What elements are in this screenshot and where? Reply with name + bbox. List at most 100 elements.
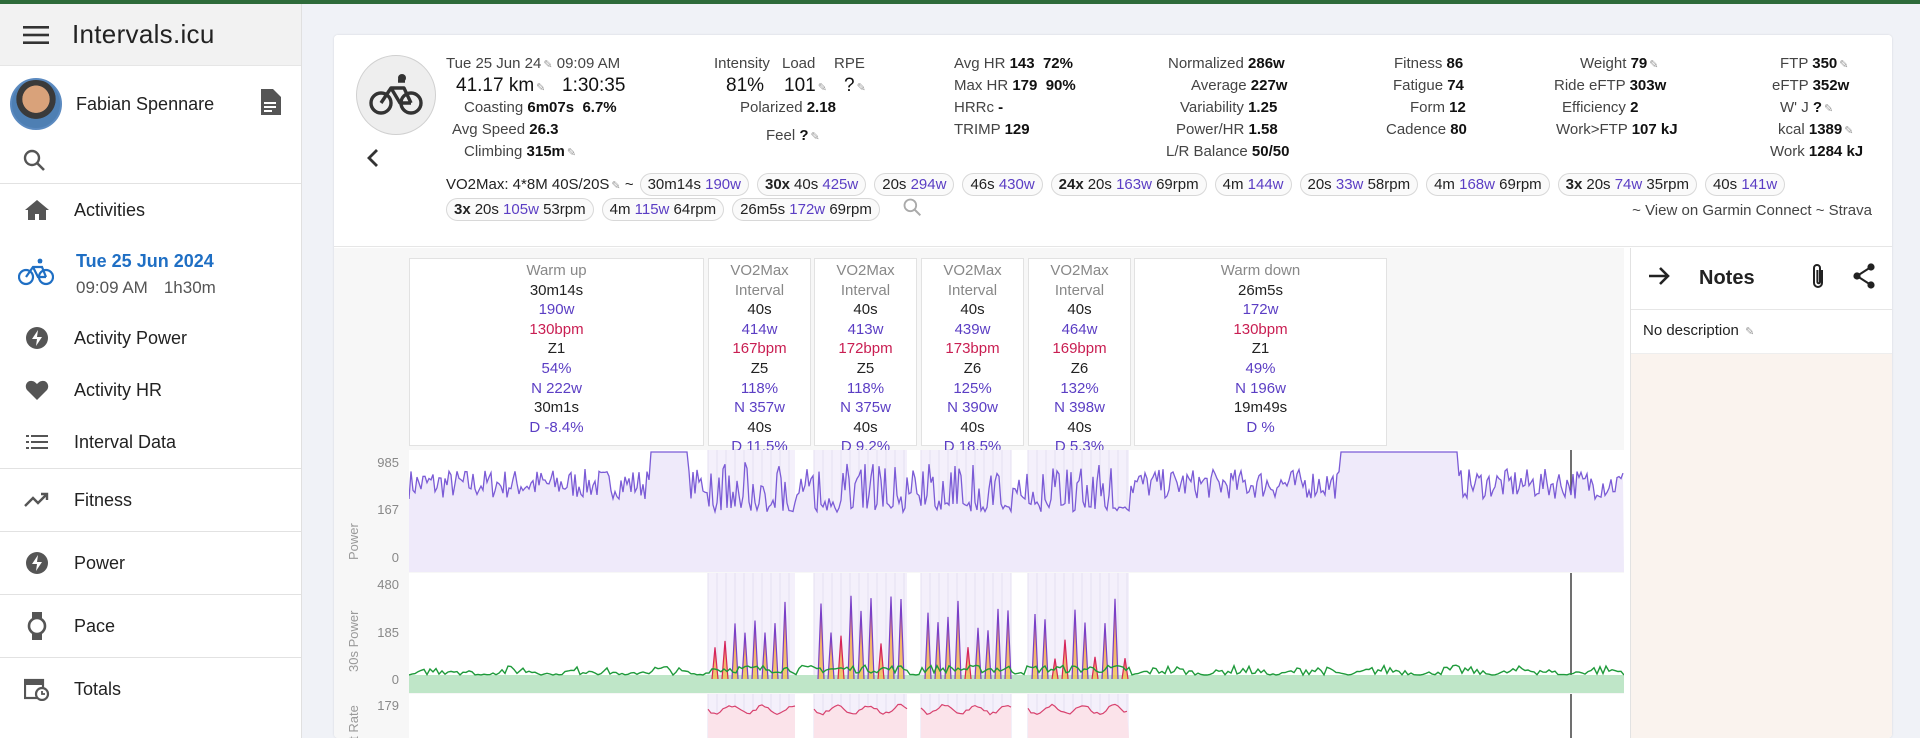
sidebar-item-totals[interactable]: Totals bbox=[0, 658, 301, 720]
sidebar-item-label: Activity Power bbox=[74, 327, 188, 348]
rpe-value[interactable]: ? ✎ bbox=[844, 75, 866, 97]
workout-step-chip[interactable]: 4m 168w 69rpm bbox=[1426, 173, 1550, 196]
interval-normalized-power: N 196w bbox=[1235, 379, 1286, 397]
workout-step-chip[interactable]: 24x 20s 163w 69rpm bbox=[1050, 173, 1207, 196]
pencil-icon[interactable]: ✎ bbox=[856, 82, 866, 94]
interval-chart-area: Warm up 30m14s 190w 130bpm Z1 54% N 222w 30m1s D… bbox=[334, 248, 1624, 738]
avatar[interactable] bbox=[10, 78, 62, 130]
workout-step-chip[interactable]: 4m 115w 64rpm bbox=[601, 197, 725, 221]
workout-step-chip[interactable]: 30x 40s 425w bbox=[756, 173, 867, 196]
pencil-icon[interactable]: ✎ bbox=[1844, 125, 1854, 137]
form-stat: Form 12 bbox=[1410, 99, 1466, 116]
sidebar-item-power[interactable]: Power bbox=[0, 532, 301, 594]
kcal-stat[interactable]: kcal 1389 ✎ bbox=[1778, 121, 1853, 138]
sidebar-item-activity-hr[interactable]: Activity HR bbox=[0, 364, 301, 416]
sidebar-item-label: Power bbox=[74, 552, 126, 573]
interval-box[interactable]: VO2Max Interval 40s 414w 167bpm Z5 118% N 357w… bbox=[708, 258, 811, 455]
workout-step-chip[interactable]: 20s 294w bbox=[874, 173, 955, 196]
workout-step-chip[interactable]: 46s 430w bbox=[962, 173, 1043, 196]
pencil-icon[interactable]: ✎ bbox=[1745, 326, 1755, 338]
app-title[interactable]: Intervals.icu bbox=[72, 19, 215, 49]
stat-label: Normalized bbox=[1168, 55, 1244, 72]
stat-value: 26.3 bbox=[529, 121, 559, 138]
user-name[interactable]: Fabian Spennare bbox=[76, 93, 215, 114]
sidebar-item-activity-power[interactable]: Activity Power bbox=[0, 312, 301, 364]
stat-value: 6m07s bbox=[527, 99, 575, 116]
stat-label: Form bbox=[1410, 99, 1445, 116]
interval-box[interactable]: VO2Max Interval 40s 413w 172bpm Z5 118% N 375w… bbox=[814, 258, 917, 455]
rpe-label: RPE bbox=[834, 55, 865, 72]
stat-label: Max HR bbox=[954, 77, 1009, 94]
sidebar-item-fitness[interactable]: Fitness bbox=[0, 469, 301, 531]
pencil-icon[interactable]: ✎ bbox=[536, 82, 546, 94]
step-cadence: 69rpm bbox=[1156, 176, 1199, 193]
workout-step-chip[interactable]: 26m5s 172w 69rpm bbox=[732, 197, 880, 221]
activity-date: Tue 25 Jun 24 bbox=[446, 55, 542, 72]
search-icon[interactable] bbox=[902, 197, 922, 221]
pencil-icon[interactable]: ✎ bbox=[566, 147, 577, 159]
pencil-icon[interactable]: ✎ bbox=[611, 180, 621, 192]
wprime-stat[interactable]: W' J ? ✎ bbox=[1780, 99, 1833, 116]
interval-percent-ftp: 118% bbox=[846, 379, 885, 397]
interval-normalized-power: N 398w bbox=[1054, 399, 1105, 417]
30s-power-chart[interactable] bbox=[409, 573, 1624, 693]
divider bbox=[0, 531, 301, 532]
search-row[interactable] bbox=[0, 142, 301, 184]
sidebar-item-current-activity[interactable]: Tue 25 Jun 2024 09:09 AM 1h30m bbox=[0, 236, 301, 312]
interval-percent-ftp: 49% bbox=[1245, 359, 1276, 377]
pencil-icon[interactable]: ✎ bbox=[810, 131, 820, 143]
search-icon[interactable] bbox=[22, 148, 46, 177]
interval-duration: 40s bbox=[960, 301, 985, 319]
stat-label: kcal bbox=[1778, 121, 1805, 138]
interval-box[interactable]: Warm down 26m5s 172w 130bpm Z1 49% N 196w 19m49… bbox=[1134, 258, 1387, 446]
interval-box[interactable]: VO2Max Interval 40s 464w 169bpm Z6 132% N 398w… bbox=[1028, 258, 1131, 455]
pencil-icon[interactable]: ✎ bbox=[1839, 59, 1849, 71]
weight-stat[interactable]: Weight 79 ✎ bbox=[1580, 55, 1659, 72]
sidebar-item-interval-data[interactable]: Interval Data bbox=[0, 416, 301, 468]
interval-power: 464w bbox=[1061, 320, 1098, 338]
ftp-stat[interactable]: FTP 350 ✎ bbox=[1780, 55, 1848, 72]
arrow-right-icon[interactable] bbox=[1647, 266, 1671, 291]
sidebar-item-activities[interactable]: Activities bbox=[0, 184, 301, 236]
pencil-icon[interactable]: ✎ bbox=[543, 59, 553, 71]
interval-title: Warm down bbox=[1220, 262, 1301, 279]
stat-value: 1389 bbox=[1808, 121, 1843, 138]
interval-box[interactable]: VO2Max Interval 40s 439w 173bpm Z6 125% N 390w… bbox=[921, 258, 1024, 455]
stat-value: 179 bbox=[1012, 77, 1038, 94]
activity-datetime[interactable]: Tue 25 Jun 24 ✎ 09:09 AM bbox=[446, 55, 620, 72]
share-icon[interactable] bbox=[1852, 263, 1876, 294]
pencil-icon[interactable]: ✎ bbox=[817, 82, 827, 94]
workout-step-chip[interactable]: 40s 141w bbox=[1704, 173, 1786, 196]
notes-description[interactable]: No description ✎ bbox=[1631, 310, 1892, 354]
attachment-icon[interactable] bbox=[1810, 262, 1826, 295]
workout-step-chip[interactable]: 30m14s 190w bbox=[639, 173, 749, 196]
interval-title: Warm up bbox=[526, 262, 587, 279]
workout-step-chip[interactable]: 4m 144w bbox=[1214, 173, 1292, 196]
document-icon[interactable] bbox=[259, 88, 281, 120]
activity-type-badge[interactable] bbox=[356, 55, 436, 135]
stat-value: 315m bbox=[526, 143, 565, 160]
chevron-left-icon[interactable] bbox=[366, 147, 380, 174]
pencil-icon[interactable]: ✎ bbox=[1824, 103, 1834, 115]
workout-step-chip[interactable]: 3x 20s 105w 53rpm bbox=[446, 197, 594, 221]
user-row[interactable]: Fabian Spennare bbox=[0, 66, 301, 142]
workout-step-chip[interactable]: 3x 20s 74w 35rpm bbox=[1557, 173, 1697, 196]
interval-zone: Z6 bbox=[1070, 359, 1089, 377]
sidebar-item-pace[interactable]: Pace bbox=[0, 595, 301, 657]
heart-rate-chart[interactable] bbox=[409, 694, 1624, 738]
workout-name[interactable]: VO2Max: 4*8M 40S/20S ✎ ~ bbox=[446, 176, 634, 193]
power-axis-min: 0 bbox=[391, 550, 399, 565]
feel-stat[interactable]: Feel ? ✎ bbox=[766, 127, 820, 144]
load-value: 101 ✎ bbox=[784, 75, 827, 97]
list-icon bbox=[22, 434, 52, 450]
external-links[interactable]: ~ View on Garmin Connect ~ Strava bbox=[1632, 202, 1872, 219]
menu-icon[interactable] bbox=[0, 25, 72, 45]
sidebar-item-label: Activities bbox=[74, 199, 146, 220]
workout-step-chip[interactable]: 20s 33w 58rpm bbox=[1299, 173, 1419, 196]
bolt-icon bbox=[22, 551, 52, 575]
stat-value: 286w bbox=[1248, 55, 1285, 72]
pencil-icon[interactable]: ✎ bbox=[1649, 59, 1659, 71]
power-chart[interactable] bbox=[409, 450, 1624, 572]
step-power: 144w bbox=[1247, 176, 1284, 193]
interval-box[interactable]: Warm up 30m14s 190w 130bpm Z1 54% N 222w 30m1s D… bbox=[409, 258, 704, 446]
